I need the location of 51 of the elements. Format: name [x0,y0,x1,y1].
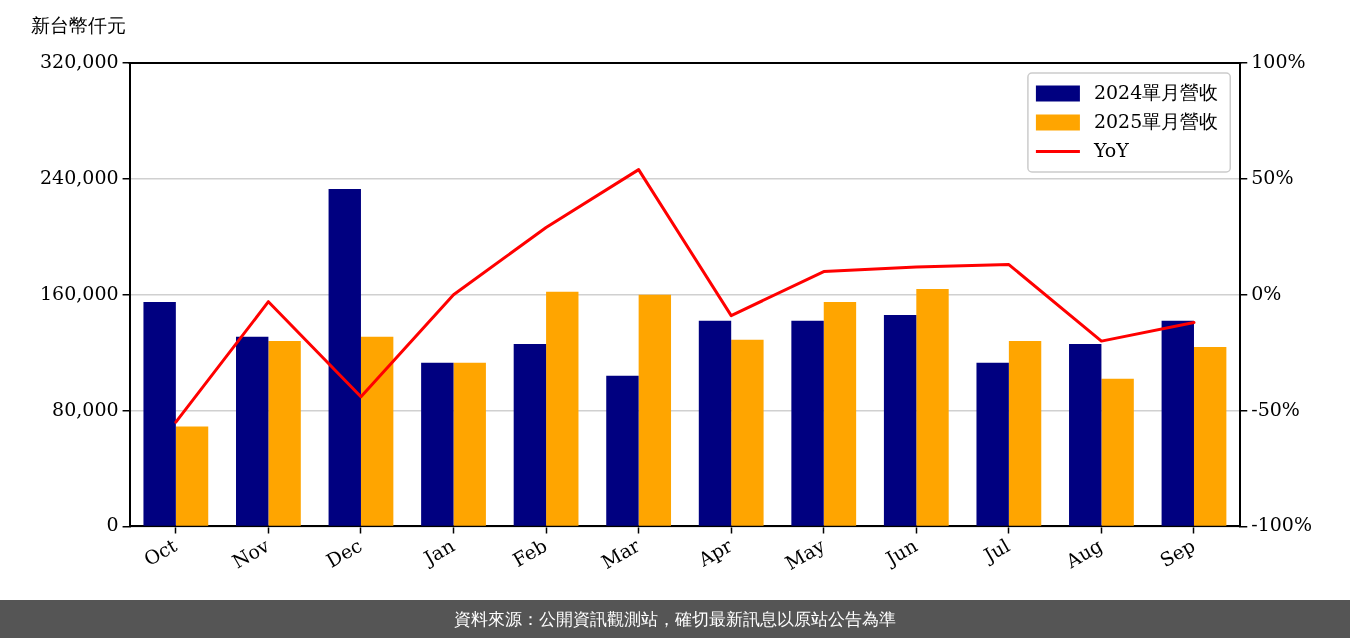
bar [421,362,454,526]
y2-tick-label: -100% [1251,513,1313,536]
bar [1008,341,1042,526]
x-tick-label: Jun [880,534,921,571]
bar [1101,378,1134,526]
bar [916,288,949,526]
bar [976,362,1009,526]
x-tick-label: Aug [1061,534,1106,573]
y-tick-label: 80,000 [52,397,119,420]
bar [1193,346,1227,526]
legend-label: 2025單月營收 [1093,110,1219,133]
x-tick-label: Oct [140,533,181,571]
y-tick-label: 320,000 [39,49,119,72]
bar [143,301,176,526]
x-tick-label: Mar [597,533,644,574]
x-tick-label: Apr [693,533,737,572]
bar [360,336,394,526]
bar [731,339,764,526]
y2-tick-label: 0% [1251,281,1282,304]
x-tick-label: Dec [322,534,366,572]
y2-tick-label: 50% [1251,165,1294,188]
bar [606,375,639,526]
y-tick-label: 240,000 [39,165,119,188]
x-tick-label: Feb [508,534,551,571]
y-axis-title: 新台幣仟元 [30,13,126,36]
y-tick-label: 0 [106,513,119,536]
y2-tick-label: 100% [1251,49,1306,72]
x-tick-label: Sep [1155,534,1199,572]
bar [883,315,917,526]
bar [638,294,672,526]
bar [823,301,857,526]
bar [698,320,732,526]
legend-label: YoY [1092,139,1130,162]
legend-label: 2024單月營收 [1093,81,1219,104]
x-tick-label: May [781,533,829,574]
source-note: 資料來源：公開資訊觀測站，確切最新訊息以原站公告為準 [454,607,896,631]
y-tick-label: 160,000 [39,281,119,304]
y2-tick-label: -50% [1251,397,1300,420]
bar [1161,320,1194,526]
bar [268,341,301,526]
bar [546,291,579,526]
bar [328,189,361,526]
x-tick-label: Jan [418,534,458,570]
bar [791,320,824,526]
bar [1069,344,1102,526]
bar [453,362,486,526]
x-tick-label: Jul [978,534,1014,568]
x-tick-label: Nov [228,533,274,573]
bar [236,336,269,526]
bar [175,426,209,526]
bar [513,344,547,526]
